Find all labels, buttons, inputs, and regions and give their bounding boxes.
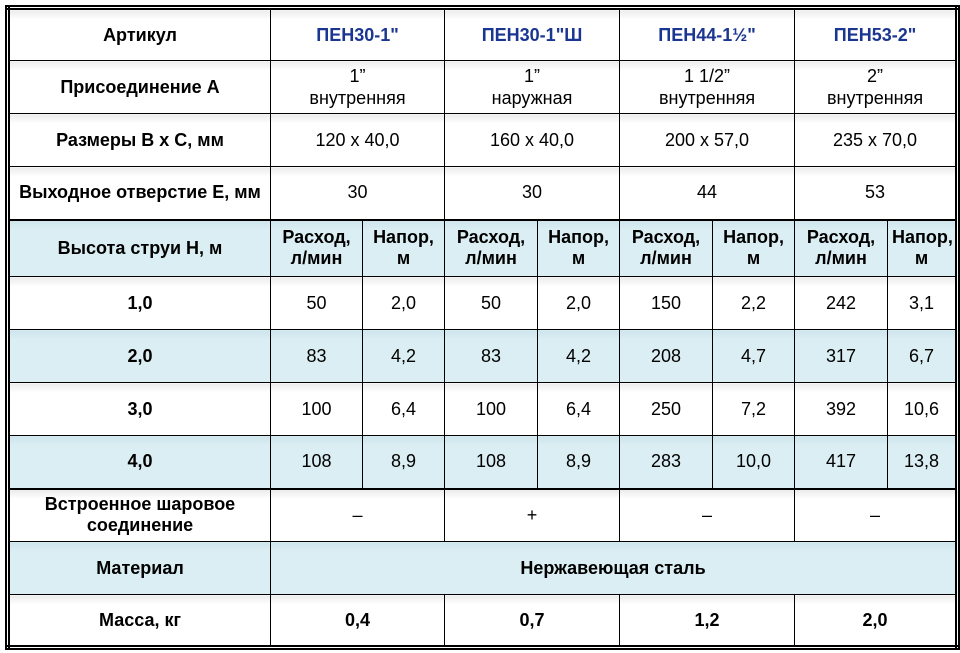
flow-value: 83 [270, 329, 363, 383]
row-jet-3: 3,0 100 6,4 100 6,4 250 7,2 392 10,6 [7, 382, 959, 436]
ball-joint-value: – [794, 487, 959, 542]
dimensions-label: Размеры В х С, мм [7, 113, 271, 167]
product-name: ПЕН53-2" [794, 7, 959, 61]
pressure-column-header: Напор, м [712, 218, 796, 277]
pressure-value: 6,7 [887, 329, 959, 383]
flow-value: 242 [794, 276, 889, 330]
pressure-value: 4,2 [361, 329, 446, 383]
material-label: Материал [7, 541, 271, 595]
flow-column-header: Расход, л/мин [270, 218, 363, 277]
pressure-value: 3,1 [887, 276, 959, 330]
pressure-column-header: Напор, м [887, 218, 959, 277]
row-connection: Присоединение А 1” внутренняя 1” наружна… [7, 60, 959, 114]
connection-value: 1” внутренняя [269, 60, 446, 114]
connection-value: 1 1/2” внутренняя [619, 60, 796, 114]
flow-column-header: Расход, л/мин [794, 218, 889, 277]
pressure-value: 4,2 [537, 329, 621, 383]
dimensions-value: 235 х 70,0 [794, 113, 959, 167]
pressure-value: 6,4 [537, 382, 621, 436]
row-article: Артикул ПЕН30-1" ПЕН30-1"Ш ПЕН44-1½" ПЕН… [7, 7, 959, 61]
product-name: ПЕН30-1" [269, 7, 446, 61]
flow-value: 100 [444, 382, 539, 436]
flow-value: 50 [444, 276, 539, 330]
flow-column-header: Расход, л/мин [619, 218, 714, 277]
row-mass: Масса, кг 0,4 0,7 1,2 2,0 [7, 594, 959, 648]
flow-value: 208 [619, 329, 714, 383]
pressure-value: 10,0 [712, 435, 796, 489]
row-jet-4: 4,0 108 8,9 108 8,9 283 10,0 417 13,8 [7, 435, 959, 489]
dimensions-value: 160 х 40,0 [444, 113, 621, 167]
pressure-value: 4,7 [712, 329, 796, 383]
row-material: Материал Нержавеющая сталь [7, 541, 959, 595]
mass-value: 0,7 [444, 594, 621, 648]
outlet-value: 53 [794, 166, 959, 220]
connection-label: Присоединение А [7, 60, 271, 114]
jet-height: 3,0 [7, 382, 271, 436]
connection-value: 1” наружная [444, 60, 621, 114]
pressure-value: 2,0 [537, 276, 621, 330]
ball-joint-value: – [619, 487, 796, 542]
flow-value: 108 [444, 435, 539, 489]
flow-column-header: Расход, л/мин [444, 218, 539, 277]
flow-value: 250 [619, 382, 714, 436]
product-spec-table: Артикул ПЕН30-1" ПЕН30-1"Ш ПЕН44-1½" ПЕН… [5, 5, 960, 650]
row-jet-header: Высота струи Н, м Расход, л/мин Напор, м… [7, 218, 959, 277]
flow-value: 83 [444, 329, 539, 383]
mass-value: 2,0 [794, 594, 959, 648]
flow-value: 417 [794, 435, 889, 489]
pressure-value: 13,8 [887, 435, 959, 489]
pressure-value: 8,9 [361, 435, 446, 489]
mass-label: Масса, кг [7, 594, 271, 648]
article-label: Артикул [7, 7, 271, 61]
flow-value: 50 [270, 276, 363, 330]
ball-joint-value: + [444, 487, 621, 542]
pressure-column-header: Напор, м [361, 218, 446, 277]
ball-joint-value: – [269, 487, 446, 542]
flow-value: 392 [794, 382, 889, 436]
mass-value: 1,2 [619, 594, 796, 648]
outlet-value: 30 [269, 166, 446, 220]
flow-value: 100 [270, 382, 363, 436]
product-name: ПЕН30-1"Ш [444, 7, 621, 61]
pressure-value: 7,2 [712, 382, 796, 436]
product-name: ПЕН44-1½" [619, 7, 796, 61]
flow-value: 283 [619, 435, 714, 489]
jet-height: 4,0 [7, 435, 271, 489]
material-value: Нержавеющая сталь [269, 541, 959, 595]
jet-header-label: Высота струи Н, м [7, 218, 271, 277]
jet-height: 1,0 [7, 276, 271, 330]
row-jet-1: 1,0 50 2,0 50 2,0 150 2,2 242 3,1 [7, 276, 959, 330]
connection-value: 2” внутренняя [794, 60, 959, 114]
pressure-value: 10,6 [887, 382, 959, 436]
ball-joint-label: Встроенное шаровое соединение [7, 487, 271, 542]
dimensions-value: 120 х 40,0 [269, 113, 446, 167]
pressure-column-header: Напор, м [537, 218, 621, 277]
row-ball-joint: Встроенное шаровое соединение – + – – [7, 487, 959, 542]
outlet-value: 44 [619, 166, 796, 220]
dimensions-value: 200 х 57,0 [619, 113, 796, 167]
jet-height: 2,0 [7, 329, 271, 383]
outlet-value: 30 [444, 166, 621, 220]
row-dimensions: Размеры В х С, мм 120 х 40,0 160 х 40,0 … [7, 113, 959, 167]
flow-value: 150 [619, 276, 714, 330]
row-outlet: Выходное отверстие Е, мм 30 30 44 53 [7, 166, 959, 220]
pressure-value: 2,2 [712, 276, 796, 330]
row-jet-2: 2,0 83 4,2 83 4,2 208 4,7 317 6,7 [7, 329, 959, 383]
flow-value: 108 [270, 435, 363, 489]
flow-value: 317 [794, 329, 889, 383]
pressure-value: 8,9 [537, 435, 621, 489]
mass-value: 0,4 [269, 594, 446, 648]
pressure-value: 6,4 [361, 382, 446, 436]
outlet-label: Выходное отверстие Е, мм [7, 166, 271, 220]
pressure-value: 2,0 [361, 276, 446, 330]
